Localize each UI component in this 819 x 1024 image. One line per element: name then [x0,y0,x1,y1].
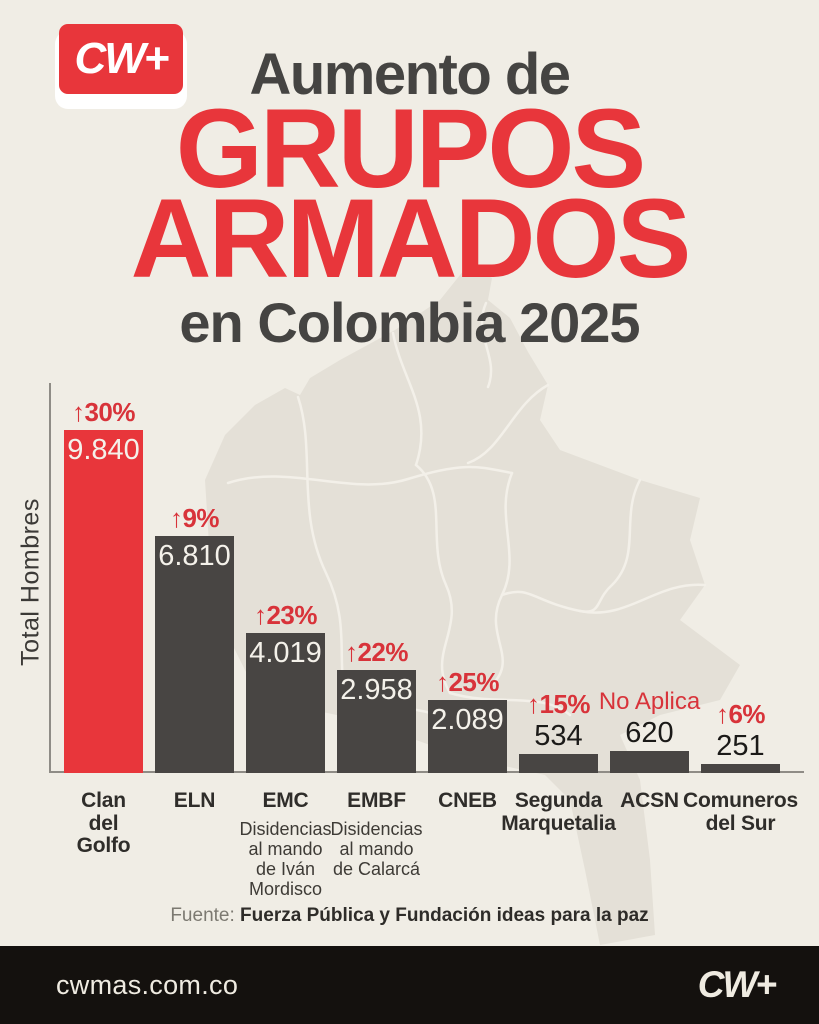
bar-group: ↑9% 6.810 ELN [155,503,234,812]
x-axis-line [49,771,804,773]
source-prefix: Fuente: [170,905,235,926]
bar-category: Clan del Golfo [19,789,189,858]
bar-change-label: ↑15% [526,689,591,719]
bar-value: 251 [716,730,765,762]
bar-category: EMC Disidencias al mando de Iván Mordisco [201,789,371,900]
bar-category-label: Clan del Golfo [76,789,131,858]
title-line-4: en Colombia 2025 [179,291,640,355]
bar: 4.019 [246,633,325,773]
bar [519,754,598,773]
bar: 6.810 [155,536,234,773]
y-axis-label: Total Hombres [16,498,45,666]
bar-category: ACSN [565,789,735,813]
bar-change-label: No Aplica [598,688,701,715]
footer-brand-logo: CW+ [697,964,777,1005]
bar: 2.958 [337,670,416,773]
bar: 9.840 [64,430,143,773]
bar-change-label: ↑25% [435,667,500,697]
bar-category-label: Segunda Marquetalia [501,789,616,835]
bar [610,751,689,773]
bar-category-label: ACSN [620,789,679,812]
bar-group: ↑22% 2.958 EMBF Disidencias al mando de Calar… [330,637,422,879]
bar-category: ELN [110,789,280,813]
title-line-2: GRUPOS [175,86,646,211]
bar-value: 6.810 [158,540,231,572]
bar-category-sublabel: Disidencias al mando de Calarcá [330,818,423,879]
colombia-silhouette [205,265,740,945]
bar-category-sublabel: Disidencias al mando de Iván Mordisco [239,818,332,900]
bar-category: EMBF Disidencias al mando de Calarcá [292,789,462,879]
bar-change-label: ↑6% [715,699,766,729]
bar-category-label: EMBF [347,789,406,812]
bar-category-label: Comuneros del Sur [683,789,798,835]
bar-category-label: ELN [173,789,216,812]
page-title: Aumento de GRUPOS ARMADOS en Colombia 20… [0,46,819,351]
bar-value: 2.089 [431,704,504,736]
bar-group: No Aplica 620 ACSN [599,690,700,812]
bar-category-label: CNEB [438,789,497,812]
source-line: Fuente: Fuerza Pública y Fundación ideas… [0,905,819,927]
bar-category-label: EMC [262,789,309,812]
title-line-3: ARMADOS [130,175,692,301]
bar: 2.089 [428,700,507,773]
source-text: Fuerza Pública y Fundación ideas para la… [240,905,649,926]
bar-category: CNEB [383,789,553,813]
bar-group: ↑15% 534 Segunda Marquetalia [501,689,616,834]
y-axis-line [49,383,51,773]
bar-value: 4.019 [249,637,322,669]
bar-category: Comuneros del Sur [656,789,819,835]
bar-change-label: ↑22% [344,637,409,667]
colombia-map [205,265,740,945]
bar-group: ↑25% 2.089 CNEB [428,667,507,812]
bar-value: 2.958 [340,674,413,706]
bar-category: Segunda Marquetalia [474,789,644,835]
brand-logo-text: CW+ [74,34,170,83]
bar-group: ↑6% 251 Comuneros del Sur [683,699,798,834]
footer-bar: cwmas.com.co CW+ [0,946,819,1024]
title-line-1: Aumento de [249,42,571,107]
brand-logo: CW+ [59,24,183,94]
bar-change-label: ↑23% [253,600,318,630]
bar-group: ↑30% 9.840 Clan del Golfo [64,397,143,857]
bar-change-label: ↑30% [71,397,136,427]
bar-value: 9.840 [67,434,140,466]
bar-group: ↑23% 4.019 EMC Disidencias al mando de Iván Mo… [239,600,331,899]
footer-url: cwmas.com.co [56,969,239,1000]
bar-value: 534 [534,720,583,752]
bar [701,764,780,773]
bar-change-label: ↑9% [169,503,220,533]
bar-value: 620 [625,717,674,749]
